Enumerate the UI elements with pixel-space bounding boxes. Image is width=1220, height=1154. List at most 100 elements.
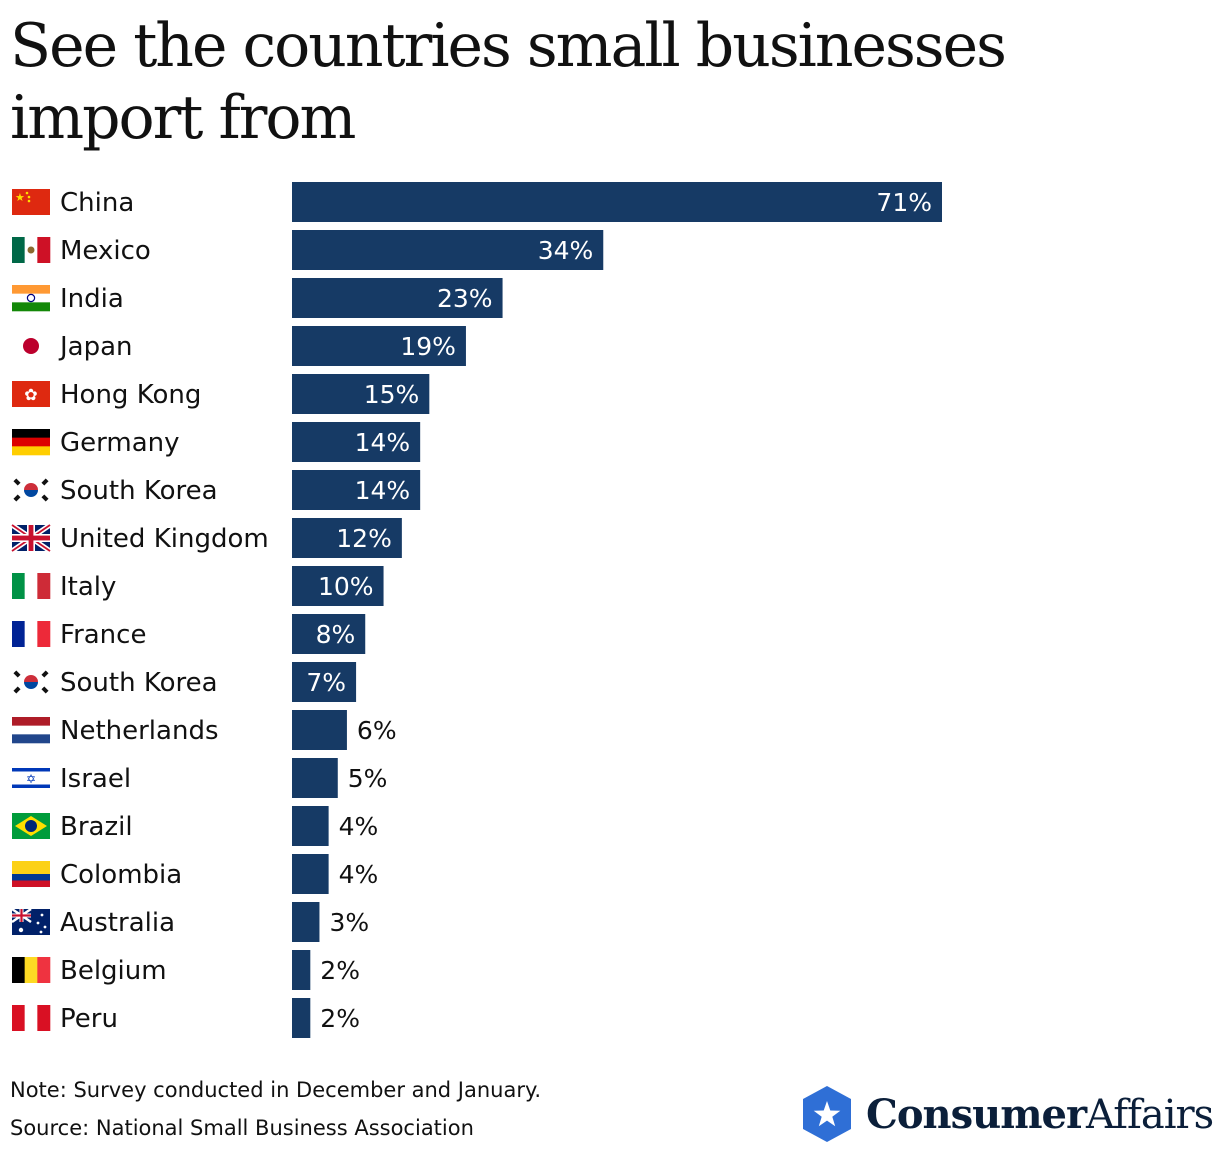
data-label: 7%	[306, 668, 346, 697]
data-label: 2%	[320, 956, 360, 985]
chart-note: Note: Survey conducted in December and J…	[10, 1078, 542, 1102]
bar-row: Japan 19%	[12, 326, 466, 366]
bar	[292, 758, 338, 798]
category-label: Germany	[60, 428, 180, 458]
bar	[292, 182, 942, 222]
bar	[292, 806, 329, 846]
bar	[292, 518, 402, 558]
data-label: 10%	[318, 572, 374, 601]
china-flag-icon: ★	[12, 189, 50, 215]
category-label: Belgium	[60, 956, 167, 986]
bar-row: ✿ Hong Kong 15%	[12, 374, 430, 414]
svg-text:★: ★	[15, 191, 25, 204]
data-label: 2%	[320, 1004, 360, 1033]
united-kingdom-flag-icon	[10, 522, 52, 554]
category-label: Mexico	[60, 236, 151, 266]
data-label: 6%	[357, 716, 397, 745]
germany-flag-icon	[12, 429, 50, 456]
category-label: Japan	[58, 332, 133, 362]
italy-flag-icon	[12, 573, 51, 599]
south-korea-flag-icon	[12, 477, 50, 503]
data-label: 12%	[336, 524, 392, 553]
category-label: Italy	[60, 572, 116, 602]
category-label: Israel	[60, 764, 131, 794]
colombia-flag-icon	[12, 861, 50, 887]
bar-row: South Korea 14%	[12, 470, 421, 510]
category-label: India	[60, 284, 124, 314]
brand-name-regular: Affairs	[1086, 1091, 1214, 1138]
bar-row: Netherlands 6%	[12, 710, 397, 750]
category-label: Colombia	[60, 860, 182, 890]
belgium-flag-icon	[12, 957, 51, 983]
france-flag-icon	[12, 621, 51, 647]
data-label: 4%	[339, 860, 379, 889]
category-label: Peru	[60, 1004, 118, 1034]
category-label: Australia	[60, 908, 175, 938]
bar	[292, 374, 430, 414]
category-label: Netherlands	[60, 716, 219, 746]
south-korea-flag-icon	[12, 669, 50, 695]
bar-row: ✡ Israel 5%	[12, 758, 387, 798]
bar	[292, 662, 357, 702]
bar-row: Australia 3%	[11, 902, 369, 942]
bar-row: ★ China 71%	[12, 182, 942, 222]
peru-flag-icon	[12, 1005, 51, 1031]
bar	[292, 902, 320, 942]
star-hexagon-icon	[803, 1086, 851, 1142]
category-label: South Korea	[60, 476, 218, 506]
bar	[292, 950, 311, 990]
data-label: 34%	[538, 236, 594, 265]
data-label: 15%	[364, 380, 420, 409]
data-label: 8%	[316, 620, 356, 649]
category-label: China	[60, 188, 134, 218]
chart-title: See the countries small businesses impor…	[10, 11, 1007, 153]
netherlands-flag-icon	[12, 717, 50, 744]
bar	[292, 710, 347, 750]
data-label: 19%	[400, 332, 456, 361]
data-label: 71%	[876, 188, 932, 217]
bar-row: Colombia 4%	[12, 854, 378, 894]
bar-row: France 8%	[12, 614, 366, 654]
brand-logo: ConsumerAffairs	[800, 1084, 1214, 1144]
data-label: 3%	[329, 908, 369, 937]
brand-name-bold: Consumer	[866, 1090, 1087, 1138]
bar	[292, 854, 329, 894]
mexico-flag-icon	[12, 237, 51, 263]
svg-text:✡: ✡	[26, 772, 36, 786]
india-flag-icon	[12, 285, 50, 312]
bar-row: Germany 14%	[12, 422, 421, 462]
data-label: 23%	[437, 284, 493, 313]
bar	[292, 278, 503, 318]
brazil-flag-icon	[12, 813, 50, 839]
bar-row: Brazil 4%	[12, 806, 378, 846]
bar-row: India 23%	[12, 278, 503, 318]
data-label: 14%	[355, 476, 411, 505]
bar-row: Belgium 2%	[12, 950, 360, 990]
bar	[292, 614, 366, 654]
brand-wordmark: ConsumerAffairs	[866, 1090, 1214, 1138]
bar	[292, 470, 421, 510]
australia-flag-icon	[11, 907, 50, 935]
bar	[292, 230, 604, 270]
data-label: 4%	[339, 812, 379, 841]
category-label: France	[60, 620, 146, 650]
bar-row: United Kingdom 12%	[10, 518, 402, 558]
data-label: 14%	[355, 428, 411, 457]
category-label: United Kingdom	[60, 524, 269, 554]
japan-flag-icon	[12, 333, 50, 359]
category-label: Brazil	[60, 812, 133, 842]
bar-chart: ★ China 71% Mexico 34% India 23% Japan 19% ✿ Hong …	[10, 182, 942, 1038]
bar	[292, 326, 466, 366]
bar	[292, 422, 421, 462]
hong-kong-flag-icon: ✿	[12, 381, 50, 407]
bar-row: Peru 2%	[12, 998, 360, 1038]
bar	[292, 566, 384, 606]
bar	[292, 998, 311, 1038]
svg-text:✿: ✿	[24, 385, 37, 404]
data-label: 5%	[348, 764, 388, 793]
bar-row: Mexico 34%	[12, 230, 604, 270]
chart-source: Source: National Small Business Associat…	[10, 1116, 474, 1140]
category-label: South Korea	[60, 668, 218, 698]
bar-row: Italy 10%	[12, 566, 384, 606]
category-label: Hong Kong	[60, 380, 201, 410]
